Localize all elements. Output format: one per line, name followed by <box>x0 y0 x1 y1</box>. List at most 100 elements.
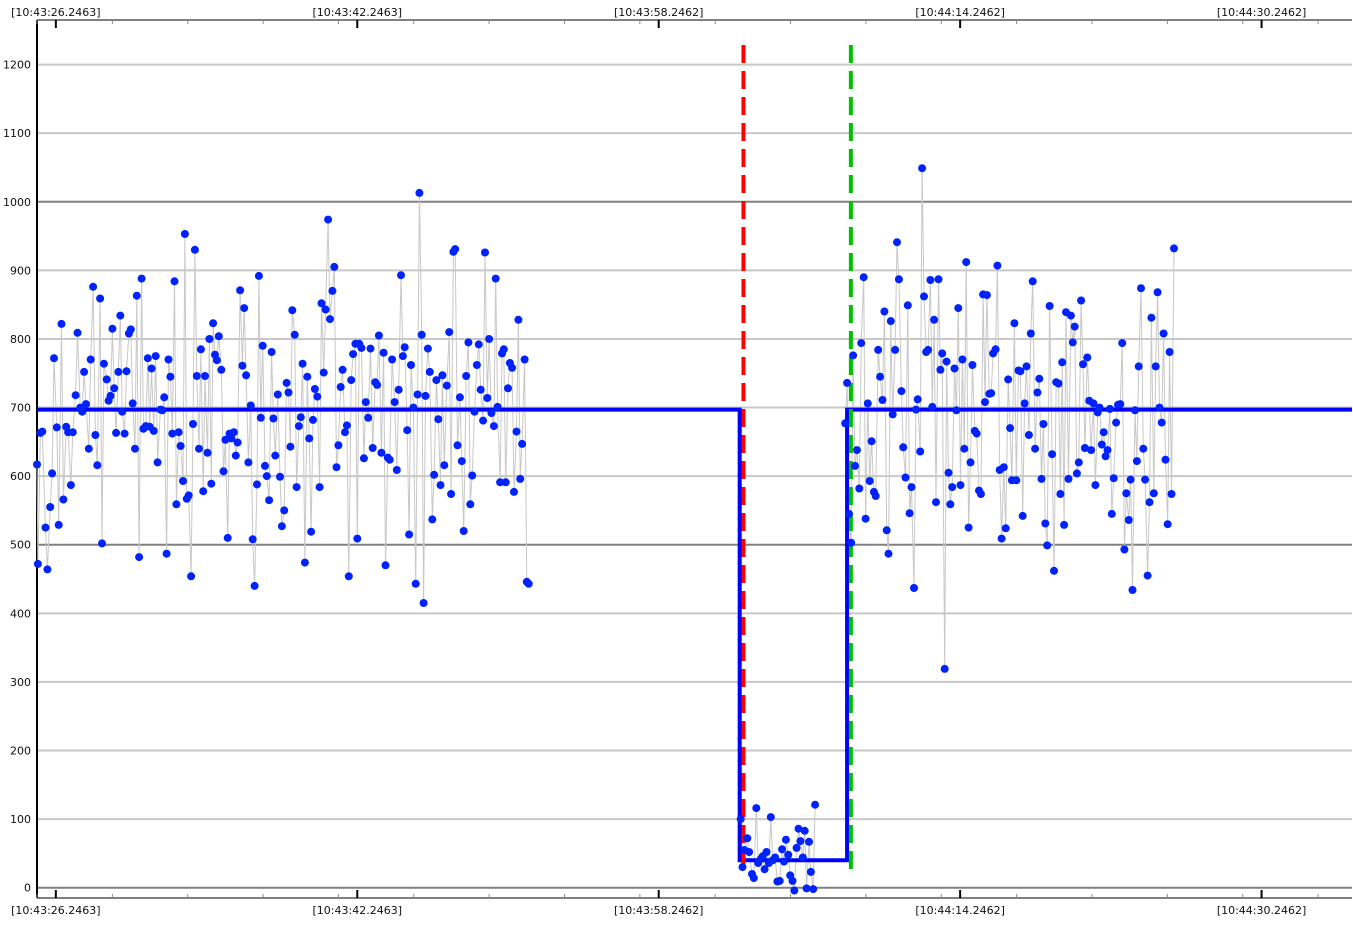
data-point <box>223 533 232 542</box>
data-point <box>1128 586 1137 594</box>
data-point <box>172 500 181 509</box>
data-point <box>518 439 527 448</box>
step-transition-dot <box>845 483 850 488</box>
data-point <box>344 572 353 581</box>
data-point <box>1043 541 1052 550</box>
data-point <box>336 383 345 391</box>
step-transition-dot <box>845 593 850 598</box>
data-point <box>1120 545 1129 554</box>
data-point <box>436 481 445 490</box>
data-point <box>447 490 456 498</box>
data-point <box>1010 319 1019 328</box>
data-point <box>1091 481 1100 490</box>
x-tick-label-top: [10:44:14.2462] <box>915 6 1004 19</box>
data-point <box>214 332 223 341</box>
data-point <box>1109 474 1118 483</box>
data-point <box>253 480 261 489</box>
data-point <box>338 365 347 374</box>
data-point <box>514 315 523 324</box>
data-point <box>999 463 1008 472</box>
data-point <box>273 390 282 399</box>
y-tick-label: 1000 <box>3 196 31 209</box>
data-point <box>189 420 197 428</box>
data-point <box>1170 244 1178 253</box>
step-transition-dot <box>845 670 850 675</box>
data-point <box>780 857 788 866</box>
data-point <box>954 304 963 313</box>
data-point <box>880 307 889 316</box>
data-point <box>332 463 341 472</box>
step-transition-dot <box>845 802 850 807</box>
data-point <box>1035 374 1044 383</box>
gridlines <box>37 63 1352 889</box>
data-point <box>1058 358 1067 367</box>
data-point <box>1045 302 1054 310</box>
data-point <box>1072 469 1081 478</box>
data-point <box>366 344 375 353</box>
data-point <box>997 534 1006 543</box>
data-point <box>229 428 238 437</box>
data-point <box>481 248 489 257</box>
data-point <box>46 503 55 511</box>
data-point <box>357 343 366 352</box>
data-point <box>290 330 299 339</box>
data-point <box>33 559 42 568</box>
data-point <box>888 410 897 419</box>
step-transition-dot <box>737 670 742 675</box>
data-point <box>924 345 933 354</box>
data-point <box>309 415 317 424</box>
data-point <box>968 361 977 369</box>
data-point <box>1116 400 1125 409</box>
step-transition-dot <box>845 681 850 686</box>
step-transition-dot <box>845 758 850 763</box>
step-transition-dot <box>737 450 742 455</box>
step-transition-dot <box>845 824 850 829</box>
step-transition-dot <box>845 846 850 851</box>
data-point <box>849 351 858 360</box>
data-point <box>349 350 358 359</box>
data-point <box>415 188 424 197</box>
data-point <box>852 446 861 455</box>
data-point <box>1153 288 1162 297</box>
step-transition-dot <box>737 549 742 554</box>
data-point <box>1105 404 1114 413</box>
step-transition-dot <box>737 582 742 587</box>
data-point <box>749 874 758 883</box>
data-point <box>265 496 274 505</box>
data-point <box>256 413 265 422</box>
y-tick-label: 700 <box>10 402 31 415</box>
data-point <box>221 435 230 444</box>
step-transition-dot <box>845 549 850 554</box>
data-point <box>487 409 496 417</box>
data-point <box>508 363 517 372</box>
data-point <box>106 391 115 400</box>
data-point <box>483 394 492 402</box>
data-point <box>432 376 441 385</box>
data-point <box>847 538 856 547</box>
data-point <box>948 483 957 492</box>
data-point <box>430 470 439 479</box>
data-point <box>932 498 940 507</box>
data-point <box>520 355 529 364</box>
data-point <box>1141 475 1150 484</box>
step-transition-dot <box>845 736 850 741</box>
data-point <box>170 277 179 286</box>
data-point <box>417 330 426 339</box>
data-point <box>233 438 242 447</box>
step-transition-dot <box>737 461 742 466</box>
data-point <box>116 311 125 320</box>
data-point <box>33 460 41 469</box>
data-point <box>250 581 259 590</box>
data-point <box>1068 338 1077 347</box>
data-point <box>771 853 780 862</box>
step-transition-dot <box>737 417 742 422</box>
step-transition-dot <box>737 560 742 565</box>
data-point <box>510 487 518 496</box>
data-point <box>942 357 951 366</box>
data-point <box>227 434 236 443</box>
data-point <box>284 388 293 397</box>
data-point <box>89 282 98 291</box>
data-point <box>288 306 297 315</box>
